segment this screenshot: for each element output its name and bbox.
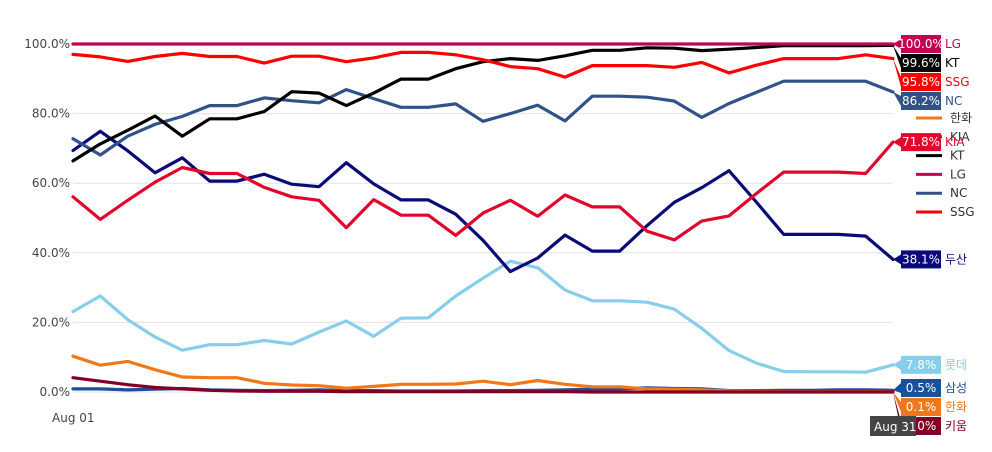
- end-label-box: [901, 250, 941, 269]
- hover-x-label: Aug 31: [870, 416, 917, 436]
- hover-x-label-box: [870, 416, 916, 436]
- y-tick-label: 100.0%: [24, 37, 70, 51]
- hover-x-label-text: Aug 31: [874, 420, 917, 434]
- end-label-pointer: [893, 137, 901, 148]
- end-label-name: LG: [945, 37, 961, 51]
- legend-label: KT: [950, 149, 965, 163]
- y-axis-ticks: 0.0% 20.0% 40.0% 60.0% 80.0% 100.0%: [24, 37, 70, 399]
- end-label-name: 키움: [945, 419, 967, 433]
- x-tick-label-start: Aug 01: [52, 411, 95, 425]
- end-label-value: 7.8%: [906, 358, 937, 372]
- end-label-box: [901, 92, 941, 110]
- end-label-value: 99.6%: [902, 56, 940, 70]
- end-label-pointer: [893, 254, 901, 265]
- y-tick-label: 40.0%: [32, 246, 70, 260]
- legend-label: SSG: [950, 205, 975, 219]
- end-label-name: 롯데: [945, 358, 967, 372]
- series-lines: [71, 42, 895, 394]
- end-label-pointer: [893, 39, 901, 49]
- end-label-box: [901, 35, 941, 53]
- series-line-6: [71, 79, 895, 157]
- series-line-7: [71, 43, 895, 163]
- legend-label: 한화: [950, 111, 972, 125]
- y-tick-label: 80.0%: [32, 107, 70, 121]
- end-label-name: 두산: [945, 252, 967, 266]
- end-label-name: NC: [945, 94, 962, 108]
- series-line-5: [71, 140, 895, 242]
- end-label-pointer: [893, 45, 901, 68]
- series-line-2: [71, 354, 895, 394]
- x-axis-ticks: Aug 01: [52, 411, 95, 425]
- legend-label: LG: [950, 167, 966, 181]
- end-label-pointer: [893, 391, 901, 412]
- end-label-name: SSG: [945, 75, 970, 89]
- legend-label: KIA: [950, 130, 970, 144]
- end-label-box: [901, 54, 941, 72]
- end-label-pointer: [893, 58, 901, 87]
- end-label-pointer: [893, 92, 901, 106]
- end-label-name: 삼성: [945, 381, 967, 395]
- end-label-value: 86.2%: [902, 94, 940, 108]
- end-label-pointer: [893, 359, 901, 370]
- end-label-value: 0.1%: [906, 400, 937, 414]
- end-label-name: KT: [945, 56, 960, 70]
- series-line-8: [71, 50, 895, 79]
- end-label-value: 0.5%: [906, 381, 937, 395]
- end-label-value: 38.1%: [902, 252, 940, 266]
- end-label-value: 71.8%: [902, 135, 940, 149]
- y-tick-label: 20.0%: [32, 315, 70, 329]
- end-label-value: 100.0%: [898, 37, 944, 51]
- series-line-0: [71, 259, 895, 374]
- end-label-name: 한화: [945, 400, 967, 414]
- end-label-box: [901, 73, 941, 91]
- y-tick-label: 0.0%: [40, 385, 71, 399]
- end-label-name: KIA: [945, 135, 965, 149]
- end-label-box: [901, 355, 941, 374]
- series-line-3: [71, 376, 895, 394]
- end-label-pointer: [893, 383, 901, 393]
- end-label-value: 95.8%: [902, 75, 940, 89]
- y-tick-label: 60.0%: [32, 176, 70, 190]
- legend-label: NC: [950, 186, 967, 200]
- series-line-4: [71, 129, 895, 274]
- end-label-box: [901, 133, 941, 152]
- end-label-box: [901, 379, 941, 397]
- end-label-box: [901, 398, 941, 416]
